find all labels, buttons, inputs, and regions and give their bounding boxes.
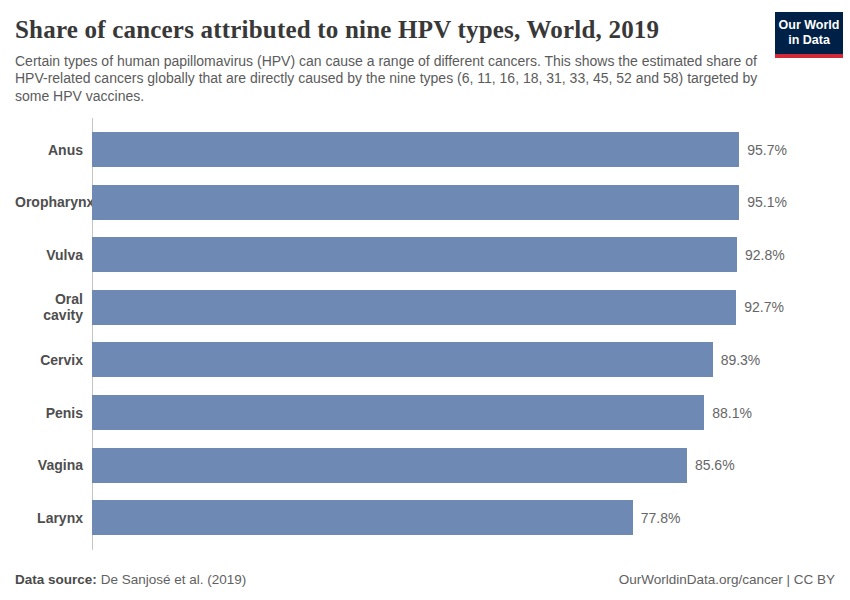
bar-row: Oropharynx 95.1%	[15, 176, 850, 229]
logo-accent-bar	[775, 54, 843, 58]
value-label: 88.1%	[712, 405, 752, 421]
value-label: 77.8%	[641, 510, 681, 526]
bar-track: 89.3%	[92, 342, 787, 377]
value-label: 92.7%	[744, 299, 784, 315]
data-source-value: De Sanjosé et al. (2019)	[101, 572, 247, 587]
category-label: Larynx	[15, 510, 92, 526]
bar[interactable]	[92, 132, 739, 167]
plot-rows: Anus 95.7% Oropharynx 95.1% Vulva 92.8% Oral c…	[15, 123, 850, 544]
bar-track: 88.1%	[92, 395, 787, 430]
bar-row: Cervix 89.3%	[15, 334, 850, 387]
bar[interactable]	[92, 500, 633, 535]
chart-subtitle: Certain types of human papillomavirus (H…	[15, 53, 765, 106]
page-title: Share of cancers attributed to nine HPV …	[15, 16, 765, 45]
bar-row: Larynx 77.8%	[15, 491, 850, 544]
data-source-label: Data source:	[15, 572, 97, 587]
bar[interactable]	[92, 395, 704, 430]
bar-chart: Anus 95.7% Oropharynx 95.1% Vulva 92.8% Oral c…	[15, 123, 850, 544]
value-label: 92.8%	[745, 247, 785, 263]
bar[interactable]	[92, 237, 737, 272]
category-label: Oral cavity	[15, 291, 92, 323]
value-label: 89.3%	[721, 352, 761, 368]
bar-row: Penis 88.1%	[15, 386, 850, 439]
bar-row: Oral cavity 92.7%	[15, 281, 850, 334]
bar-track: 92.8%	[92, 237, 787, 272]
bar-track: 95.1%	[92, 185, 787, 220]
category-label: Anus	[15, 142, 92, 158]
value-label: 95.1%	[747, 194, 787, 210]
title-block: Share of cancers attributed to nine HPV …	[15, 16, 765, 105]
data-source: Data source: De Sanjosé et al. (2019)	[15, 572, 246, 587]
bar-track: 95.7%	[92, 132, 787, 167]
bar[interactable]	[92, 448, 687, 483]
value-label: 85.6%	[695, 457, 735, 473]
logo-line1: Our World	[778, 18, 840, 33]
category-label: Vagina	[15, 457, 92, 473]
bar-row: Anus 95.7%	[15, 123, 850, 176]
bar-row: Vulva 92.8%	[15, 228, 850, 281]
chart-footer: Data source: De Sanjosé et al. (2019) Our…	[15, 572, 835, 587]
bar-track: 85.6%	[92, 448, 787, 483]
bar[interactable]	[92, 342, 713, 377]
category-label: Oropharynx	[15, 194, 92, 210]
category-label: Penis	[15, 405, 92, 421]
credit-link[interactable]: OurWorldinData.org/cancer | CC BY	[619, 572, 835, 587]
bar-track: 92.7%	[92, 290, 787, 325]
bar[interactable]	[92, 290, 736, 325]
bar[interactable]	[92, 185, 739, 220]
logo-line2: in Data	[778, 33, 840, 48]
bar-track: 77.8%	[92, 500, 787, 535]
chart-page: Share of cancers attributed to nine HPV …	[0, 0, 850, 600]
category-label: Vulva	[15, 247, 92, 263]
owid-logo[interactable]: Our World in Data	[775, 12, 843, 58]
category-label: Cervix	[15, 352, 92, 368]
value-label: 95.7%	[747, 142, 787, 158]
owid-logo-text: Our World in Data	[775, 12, 843, 54]
chart-header: Share of cancers attributed to nine HPV …	[0, 0, 850, 105]
y-axis-line	[92, 118, 93, 550]
bar-row: Vagina 85.6%	[15, 439, 850, 492]
